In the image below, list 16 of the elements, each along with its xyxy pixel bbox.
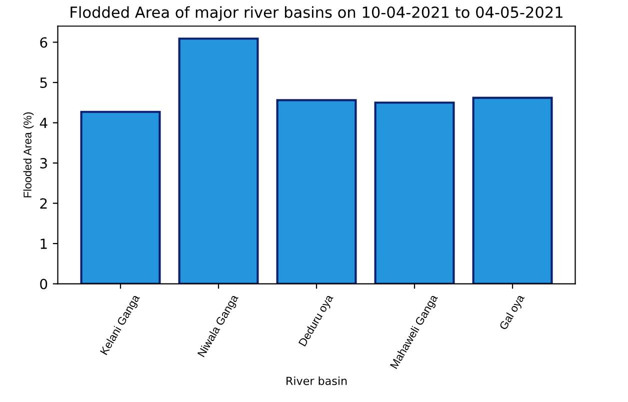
bar <box>80 110 161 284</box>
bar <box>178 38 259 284</box>
y-tick-label: 1 <box>40 238 47 249</box>
y-tick-label: 2 <box>40 198 47 209</box>
bar <box>472 96 553 284</box>
bar <box>276 99 357 284</box>
chart-title: Flodded Area of major river basins on 10-04-2021 to 04-05-2021 <box>70 6 562 21</box>
y-axis-title: Flooded Area (%) <box>23 112 34 198</box>
y-tick-label: 6 <box>40 37 48 48</box>
x-tick-label: Gal oya <box>498 294 527 332</box>
x-axis-title: River basin <box>286 376 347 386</box>
y-tick-label: 5 <box>40 78 47 88</box>
y-tick-label: 4 <box>40 118 48 128</box>
y-tick-label: 3 <box>40 158 47 168</box>
bar <box>374 102 455 284</box>
y-tick-label: 0 <box>40 278 48 290</box>
